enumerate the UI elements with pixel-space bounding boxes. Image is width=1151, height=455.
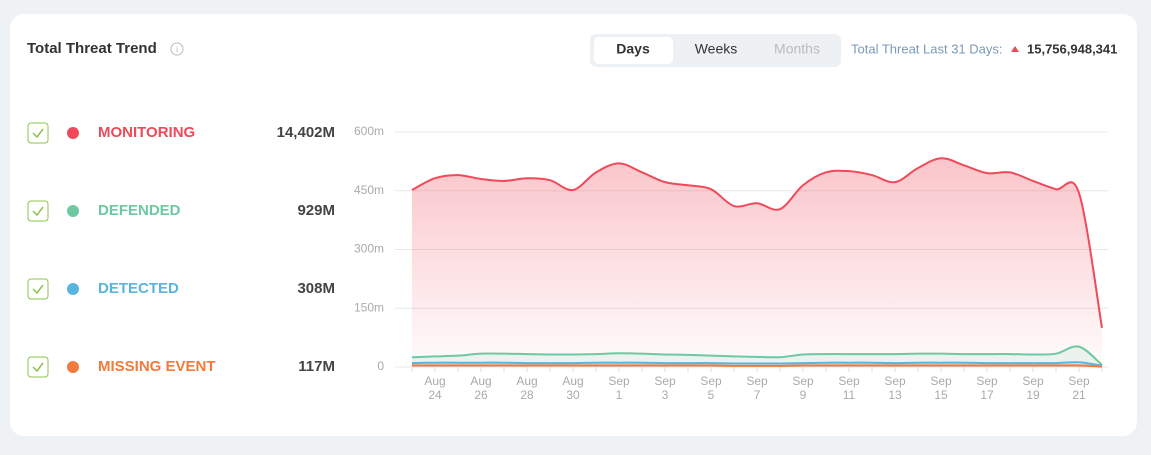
x-tick-label-part: 13 [888, 388, 902, 402]
x-tick-label: Sep 11 [838, 374, 860, 402]
total-label: Total Threat Last 31 Days: [851, 41, 1003, 56]
x-tick-label: Sep 7 [746, 374, 768, 402]
x-tick-label-part: 7 [754, 388, 761, 402]
y-tick-label: 0 [377, 359, 384, 373]
total-value: 15,756,948,341 [1027, 41, 1117, 56]
x-tick-label: Sep 3 [654, 374, 676, 402]
x-tick-label-part: 21 [1072, 388, 1086, 402]
x-tick-label-part: 17 [980, 388, 994, 402]
x-tick-label-part: 9 [800, 388, 807, 402]
x-tick-label-part: 3 [662, 388, 669, 402]
info-i: i [176, 44, 178, 54]
y-tick-label: 150m [354, 300, 384, 314]
x-tick-label-part: 5 [708, 388, 715, 402]
checkbox[interactable] [27, 122, 49, 144]
x-tick-label-part: Sep [608, 374, 630, 388]
x-tick-label: Sep 19 [1022, 374, 1044, 402]
legend-dot [67, 205, 79, 217]
x-tick-label-part: 11 [843, 388, 856, 402]
x-tick-label-part: Sep [654, 374, 676, 388]
x-tick-label-part: Sep [976, 374, 998, 388]
x-tick-label: Sep 17 [976, 374, 998, 402]
x-tick-label: Sep 13 [884, 374, 906, 402]
y-tick-label: 450m [354, 183, 384, 197]
checkbox[interactable] [27, 356, 49, 378]
line [411, 361, 1103, 367]
x-tick-label-part: 1 [616, 388, 623, 402]
tab[interactable]: Days [616, 41, 650, 57]
x-tick-label-part: 15 [934, 388, 948, 402]
x-tick-label-part: 26 [474, 388, 488, 402]
tab[interactable]: Months [774, 41, 820, 57]
y-tick-label: 600m [354, 124, 384, 138]
check [32, 128, 44, 139]
legend-total: 308M [297, 280, 335, 297]
x-tick-label-part: Sep [884, 374, 906, 388]
x-tick-label: Aug 28 [516, 374, 537, 402]
legend-dot [67, 127, 79, 139]
check [32, 284, 44, 295]
legend-total: 14,402M [277, 124, 335, 141]
x-tick-label-part: Sep [1068, 374, 1090, 388]
x-tick-label-part: Sep [746, 374, 768, 388]
check [32, 206, 44, 217]
x-tick-label-part: Sep [1022, 374, 1044, 388]
legend-dot [67, 361, 79, 373]
x-tick-label-part: 30 [566, 388, 580, 402]
x-tick-label: Aug 30 [562, 374, 583, 402]
legend-total: 117M [298, 358, 335, 375]
x-tick-label: Sep 21 [1068, 374, 1090, 402]
line [411, 345, 1103, 366]
title: Total Threat Trend [27, 40, 157, 57]
x-tick-label-part: Sep [838, 374, 860, 388]
legend-name: MONITORING [98, 124, 195, 141]
legend-name: DETECTED [98, 280, 179, 297]
x-tick-label-part: 24 [428, 388, 442, 402]
x-tick-label-part: 28 [520, 388, 534, 402]
info-icon[interactable] [170, 42, 184, 56]
legend-dot [67, 283, 79, 295]
x-tick-label-part: 19 [1026, 388, 1040, 402]
line [411, 157, 1103, 329]
area [412, 158, 1102, 367]
x-tick-label-part: Sep [700, 374, 722, 388]
x-tick-label-part: Aug [562, 374, 583, 388]
x-tick-label-part: Sep [930, 374, 952, 388]
x-tick-label: Sep 5 [700, 374, 722, 402]
tab[interactable]: Weeks [695, 41, 738, 57]
x-tick-label: Sep 15 [930, 374, 952, 402]
checkbox[interactable] [27, 200, 49, 222]
y-tick-label: 300m [354, 242, 384, 256]
legend-name: MISSING EVENT [98, 358, 216, 375]
x-tick-label-part: Aug [516, 374, 537, 388]
checkbox[interactable] [27, 278, 49, 300]
up-arrow [1011, 46, 1019, 52]
x-tick-label: Aug 24 [424, 374, 445, 402]
line [412, 364, 1103, 368]
x-tick-label-part: Aug [424, 374, 445, 388]
check [32, 362, 44, 373]
x-tick-label: Sep 1 [608, 374, 630, 402]
tab-active [594, 37, 673, 64]
x-tick-label-part: Sep [792, 374, 814, 388]
legend-name: DEFENDED [98, 202, 181, 219]
x-tick-label-part: Aug [470, 374, 491, 388]
x-tick-label: Aug 26 [470, 374, 491, 402]
x-tick-label: Sep 9 [792, 374, 814, 402]
legend-total: 929M [297, 202, 335, 219]
